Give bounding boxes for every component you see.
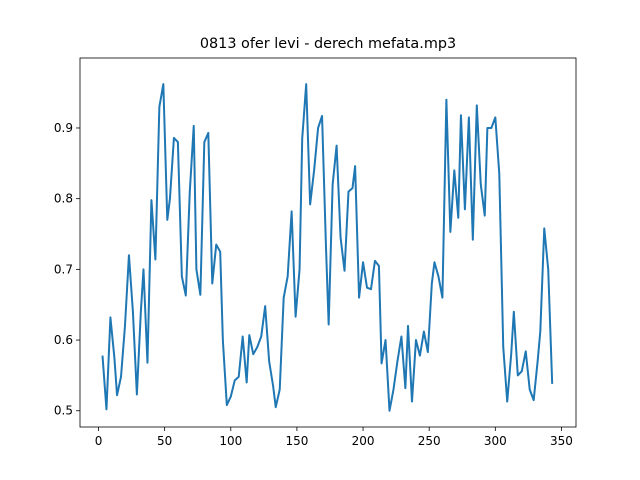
y-tick-label: 0.9 — [54, 121, 73, 135]
y-tick-label: 0.8 — [54, 192, 73, 206]
y-tick-label: 0.7 — [54, 262, 73, 276]
x-tick-label: 250 — [418, 434, 441, 448]
y-tick-label: 0.5 — [54, 404, 73, 418]
plot-frame — [79, 57, 577, 428]
line-series — [101, 83, 554, 412]
x-tick-label: 350 — [550, 434, 573, 448]
x-tick-label: 100 — [219, 434, 242, 448]
x-tick-label: 0 — [95, 434, 103, 448]
x-tick-label: 200 — [352, 434, 375, 448]
y-tick-label: 0.6 — [54, 333, 73, 347]
x-tick-label: 50 — [157, 434, 172, 448]
x-tick-label: 300 — [484, 434, 507, 448]
x-tick-label: 150 — [285, 434, 308, 448]
chart-title: 0813 ofer levi - derech mefata.mp3 — [200, 36, 456, 52]
